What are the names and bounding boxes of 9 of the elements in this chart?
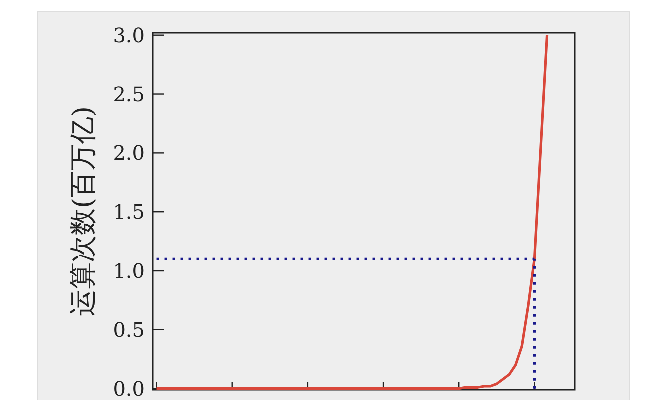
y-tick-label: 0.5 <box>113 318 145 342</box>
y-tick-label: 3.0 <box>113 23 145 48</box>
line-series <box>155 34 549 390</box>
y-tick-label: 2.0 <box>113 141 145 166</box>
y-tick-label: 1.5 <box>113 200 145 224</box>
y-axis-title: 运算次数(百万亿) <box>68 106 99 317</box>
y-tick-label: 2.5 <box>113 82 145 106</box>
y-tick-label: 0.0 <box>113 376 145 400</box>
y-tick-label: 1.0 <box>113 259 145 283</box>
